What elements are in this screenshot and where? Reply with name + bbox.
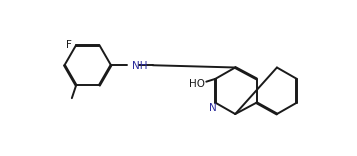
Text: F: F <box>66 39 72 49</box>
Text: NH: NH <box>132 61 147 71</box>
Text: HO: HO <box>188 79 205 89</box>
Text: N: N <box>209 103 217 113</box>
